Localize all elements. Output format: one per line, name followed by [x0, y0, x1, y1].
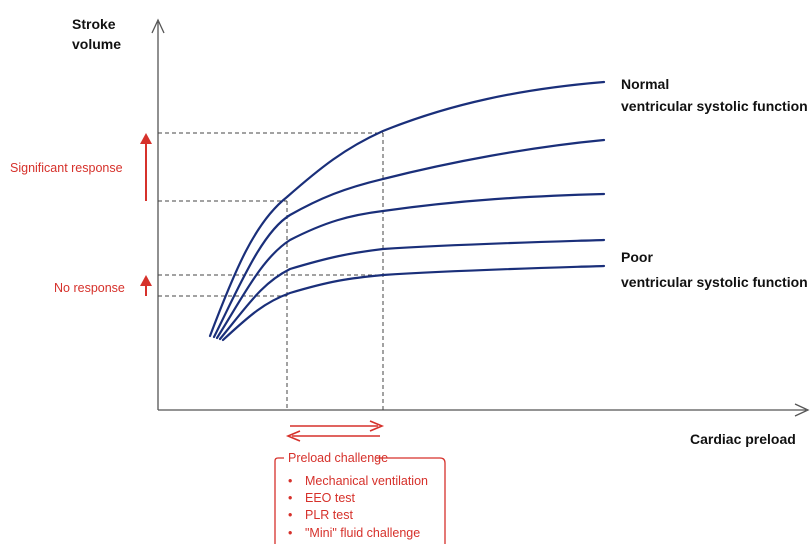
- preload-challenge-box: Preload challenge • Mechanical ventilati…: [274, 451, 446, 544]
- significant-response-indicator: Significant response: [10, 133, 152, 201]
- y-axis-label-line1: Stroke: [72, 16, 116, 32]
- bullet-icon: •: [288, 508, 292, 522]
- guide-lines: [158, 132, 384, 410]
- list-item: "Mini" fluid challenge: [305, 526, 420, 540]
- poor-label-line1: Poor: [621, 249, 653, 265]
- y-axis-label-line2: volume: [72, 36, 121, 52]
- bullet-icon: •: [288, 526, 292, 540]
- curve-poor: [221, 264, 606, 342]
- preload-challenge-frame: [274, 457, 446, 544]
- x-axis-label: Cardiac preload: [690, 431, 796, 447]
- preload-double-arrow-icon: [285, 420, 385, 442]
- bullet-icon: •: [288, 491, 292, 505]
- curve-4: [218, 238, 606, 341]
- no-response-label: No response: [54, 281, 125, 295]
- normal-label-line2: ventricular systolic function: [621, 98, 808, 114]
- poor-label-line2: ventricular systolic function: [621, 274, 808, 290]
- list-item: EEO test: [305, 491, 356, 505]
- bullet-icon: •: [288, 474, 292, 488]
- axes: [151, 18, 810, 417]
- list-item: PLR test: [305, 508, 353, 522]
- curve-2: [212, 138, 606, 339]
- y-axis-arrowhead: [151, 18, 165, 34]
- curve-3: [215, 192, 606, 340]
- starling-curves: [208, 80, 606, 342]
- list-item: Mechanical ventilation: [305, 474, 428, 488]
- normal-label-line1: Normal: [621, 76, 669, 92]
- curve-normal: [208, 80, 606, 338]
- preload-challenge-title: Preload challenge: [288, 451, 388, 465]
- no-response-indicator: No response: [54, 275, 152, 296]
- no-response-up-arrow-icon: [140, 275, 152, 286]
- significant-response-label: Significant response: [10, 161, 123, 175]
- x-axis-arrowhead: [794, 403, 810, 417]
- significant-up-arrow-icon: [140, 133, 152, 144]
